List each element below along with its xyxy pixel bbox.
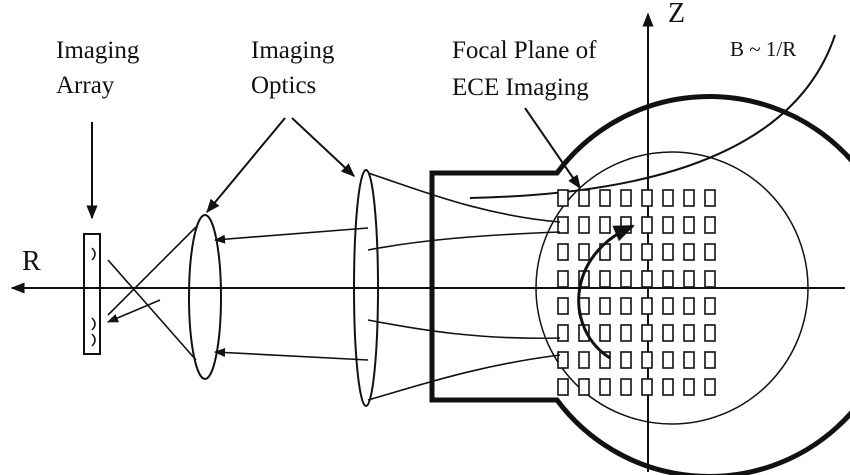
detector-cell — [557, 189, 569, 207]
detector-cell — [683, 243, 695, 261]
detector-cell — [557, 243, 569, 261]
small-lens — [188, 214, 222, 380]
detector-cell — [641, 189, 653, 207]
focal-plane-grid — [557, 189, 716, 396]
detector-cell — [641, 243, 653, 261]
detector-cell — [557, 324, 569, 342]
detector-cell — [620, 189, 632, 207]
detector-cell — [662, 297, 674, 315]
detector-cell — [557, 270, 569, 288]
imaging-optics-label-line1: Imaging — [251, 37, 335, 64]
field-line — [469, 34, 836, 199]
detector-cell — [557, 297, 569, 315]
detector-cell — [662, 270, 674, 288]
detector-cell — [620, 297, 632, 315]
detector-cell — [683, 270, 695, 288]
detector-cell — [557, 351, 569, 369]
detector-cell — [704, 270, 716, 288]
detector-cell — [641, 297, 653, 315]
detector-cell — [620, 378, 632, 396]
detector-cell — [578, 243, 590, 261]
detector-cell — [662, 351, 674, 369]
detector-cell — [704, 216, 716, 234]
detector-cell — [641, 270, 653, 288]
detector-cell — [683, 378, 695, 396]
detector-cell — [599, 351, 611, 369]
detector-cell — [683, 297, 695, 315]
detector-cell — [704, 378, 716, 396]
detector-cell — [620, 351, 632, 369]
detector-cell — [662, 189, 674, 207]
detector-cell — [641, 378, 653, 396]
detector-cell — [683, 189, 695, 207]
detector-cell — [599, 378, 611, 396]
detector-cell — [704, 189, 716, 207]
detector-cell — [641, 351, 653, 369]
optics-pointer-large — [291, 117, 356, 177]
detector-cell — [599, 216, 611, 234]
detector-cell — [662, 378, 674, 396]
detector-cell — [641, 324, 653, 342]
detector-cell — [662, 324, 674, 342]
plasma-boundary — [535, 151, 809, 425]
detector-cell — [662, 243, 674, 261]
rays — [106, 172, 561, 401]
detector-cell — [620, 270, 632, 288]
detector-cell — [704, 243, 716, 261]
detector-cell — [620, 243, 632, 261]
detector-cell — [578, 189, 590, 207]
optics-pointer-small — [206, 117, 286, 214]
detector-cell — [704, 297, 716, 315]
detector-cell — [641, 216, 653, 234]
detector-cell — [557, 216, 569, 234]
detector-cell — [620, 324, 632, 342]
detector-cell — [683, 324, 695, 342]
imaging-array-label-line2: Array — [56, 72, 115, 99]
large-lens — [353, 169, 379, 407]
field-label: B ~ 1/R — [730, 37, 796, 61]
detector-cell — [683, 351, 695, 369]
array-elements — [91, 247, 96, 347]
imaging-optics-label-line2: Optics — [251, 72, 316, 99]
focal-plane-label-line1: Focal Plane of — [452, 37, 597, 64]
detector-cell — [578, 216, 590, 234]
axis-r-label: R — [22, 246, 41, 277]
vessel-outline — [429, 94, 850, 475]
detector-cell — [683, 216, 695, 234]
focal-plane-label-line2: ECE Imaging — [452, 74, 589, 101]
imaging-array — [83, 233, 101, 355]
axis-z-label: Z — [668, 0, 685, 29]
detector-cell — [704, 324, 716, 342]
detector-cell — [599, 270, 611, 288]
detector-cell — [662, 216, 674, 234]
rotation-arrow — [577, 224, 635, 360]
detector-cell — [578, 351, 590, 369]
imaging-array-label-line1: Imaging — [56, 37, 140, 64]
detector-cell — [557, 378, 569, 396]
detector-cell — [599, 189, 611, 207]
detector-cell — [599, 297, 611, 315]
detector-cell — [599, 324, 611, 342]
focal-plane-pointer — [524, 107, 581, 190]
detector-cell — [578, 378, 590, 396]
detector-cell — [704, 351, 716, 369]
